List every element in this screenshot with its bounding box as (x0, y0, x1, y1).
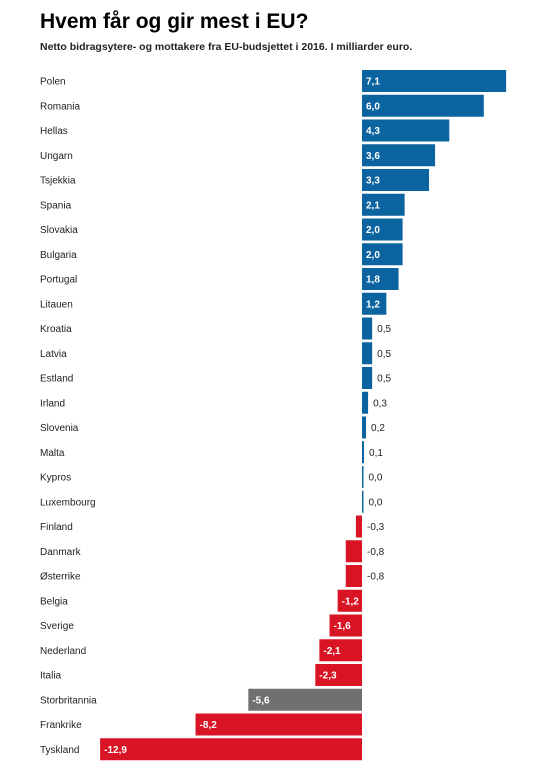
value-label: 0,2 (371, 423, 385, 434)
category-label: Italia (40, 671, 62, 682)
category-label: Nederland (40, 646, 86, 657)
category-label: Litauen (40, 299, 73, 310)
value-label: 3,3 (366, 176, 380, 187)
value-label: -0,8 (367, 572, 385, 583)
value-label: 6,0 (366, 101, 380, 112)
bar (345, 540, 362, 563)
value-label: -1,6 (334, 621, 352, 632)
category-label: Kypros (40, 473, 71, 484)
category-label: Spania (40, 200, 72, 211)
bar (362, 342, 373, 365)
bar (345, 565, 362, 587)
bar (362, 292, 387, 315)
bar (362, 317, 373, 340)
category-label: Østerrike (40, 572, 81, 583)
bar (362, 416, 367, 439)
value-label: 3,6 (366, 151, 380, 162)
bar (355, 515, 362, 538)
category-label: Slovakia (40, 225, 78, 236)
category-label: Slovenia (40, 423, 79, 434)
value-label: 2,1 (366, 200, 380, 211)
value-label: -5,6 (252, 695, 270, 706)
bar (362, 70, 507, 92)
bar (362, 218, 403, 241)
category-label: Polen (40, 77, 66, 88)
bar (362, 193, 405, 216)
bar (319, 639, 362, 662)
bar (362, 119, 450, 142)
value-label: -1,2 (342, 596, 360, 607)
category-label: Estland (40, 374, 73, 385)
category-label: Danmark (40, 547, 82, 558)
bar (362, 466, 364, 488)
category-label: Sverige (40, 621, 74, 632)
value-label: -2,1 (323, 646, 341, 657)
chart-subtitle: Netto bidragsytere- og mottakere fra EU-… (40, 41, 413, 53)
bar (337, 589, 362, 612)
value-label: 7,1 (366, 77, 380, 88)
category-label: Frankrike (40, 720, 82, 731)
value-label: 2,0 (366, 225, 380, 236)
bar (362, 391, 369, 414)
value-label: -2,3 (319, 671, 337, 682)
category-label: Luxembourg (40, 497, 96, 508)
category-label: Tyskland (40, 745, 79, 756)
value-label: 0,5 (377, 374, 391, 385)
bar (100, 738, 362, 761)
value-label: -12,9 (104, 745, 127, 756)
value-label: 0,0 (369, 473, 383, 484)
bar (362, 169, 429, 191)
category-label: Malta (40, 448, 65, 459)
category-label: Finland (40, 522, 73, 533)
bar (362, 144, 436, 167)
category-label: Romania (40, 101, 80, 112)
category-label: Belgia (40, 596, 68, 607)
chart-title: Hvem får og gir mest i EU? (40, 10, 309, 33)
value-label: 0,0 (369, 497, 383, 508)
bar (362, 367, 373, 389)
value-label: 0,5 (377, 349, 391, 360)
category-label: Irland (40, 398, 65, 409)
category-label: Portugal (40, 275, 77, 286)
value-label: 0,3 (373, 398, 387, 409)
bar (362, 268, 399, 290)
category-label: Latvia (40, 349, 67, 360)
category-label: Hellas (40, 126, 68, 137)
value-label: 2,0 (366, 250, 380, 261)
value-label: -0,3 (367, 522, 385, 533)
bar (362, 441, 365, 464)
value-label: -8,2 (200, 720, 218, 731)
bar (248, 688, 362, 711)
bar (315, 664, 362, 686)
value-label: 1,2 (366, 299, 380, 310)
value-label: -0,8 (367, 547, 385, 558)
category-label: Ungarn (40, 151, 73, 162)
value-label: 1,8 (366, 275, 380, 286)
category-label: Kroatia (40, 324, 72, 335)
bar (362, 490, 364, 513)
value-label: 0,5 (377, 324, 391, 335)
category-label: Storbritannia (40, 695, 97, 706)
value-label: 4,3 (366, 126, 380, 137)
bar (362, 94, 484, 117)
bar (329, 614, 362, 637)
bar (362, 243, 403, 266)
category-label: Tsjekkia (40, 176, 76, 187)
value-label: 0,1 (369, 448, 383, 459)
category-label: Bulgaria (40, 250, 77, 261)
bar (195, 713, 362, 736)
